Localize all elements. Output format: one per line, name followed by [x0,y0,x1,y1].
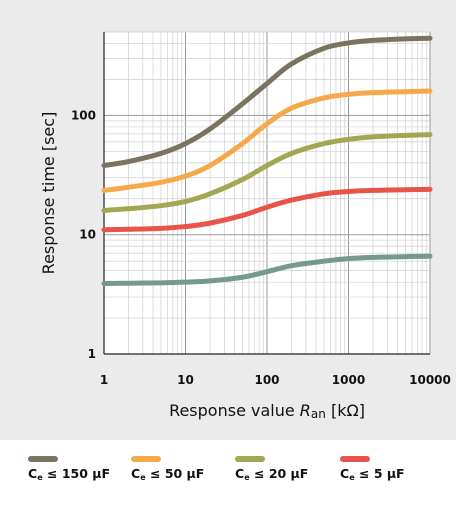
tick-labels: 1 10 100 1000 10000 1 10 100 [71,108,451,387]
x-tick-label: 10000 [409,373,451,387]
legend-swatch [340,456,370,462]
y-tick-label: 10 [79,228,96,242]
x-tick-label: 1000 [332,373,365,387]
y-axis-title: Response time [sec] [39,112,58,275]
grid [103,31,431,355]
x-axis-title-unit: [kΩ] [326,401,365,420]
x-axis-title-var: R [300,401,311,420]
legend-label: Ce ≤ 150 µF [28,466,110,482]
series-line-5 [101,253,433,286]
legend-swatch [28,456,58,462]
legend-var: C [340,466,350,481]
x-tick-label: 1 [100,373,108,387]
legend-swatch [131,456,161,462]
legend-label: Ce ≤ 20 µF [235,466,308,482]
legend-swatch [235,456,265,462]
legend-sub: e [140,473,146,482]
response-time-chart: 1 10 100 1000 10000 1 10 100 Response value Ran… [39,31,451,421]
legend-var: C [131,466,141,481]
x-tick-label: 100 [254,373,279,387]
legend-rel: ≤ [42,466,62,481]
legend-sub: e [244,473,250,482]
legend-label: Ce ≤ 50 µF [131,466,204,482]
legend-sub: e [37,473,43,482]
legend-sub: e [349,473,355,482]
legend: Ce ≤ 150 µF Ce ≤ 50 µF Ce ≤ 20 µF Ce ≤ 5… [0,448,456,511]
chart-panel: 1 10 100 1000 10000 1 10 100 Response value Ran… [0,0,456,440]
y-tick-label: 1 [88,347,96,361]
legend-rel: ≤ [249,466,269,481]
series-line-1 [101,35,433,169]
series-lines [101,35,433,286]
y-tick-label: 100 [71,108,96,122]
legend-value: 50 µF [164,466,205,481]
legend-value: 20 µF [268,466,309,481]
x-tick-label: 10 [177,373,194,387]
legend-var: C [235,466,245,481]
x-axis-title-sub: an [311,407,326,421]
series-line-3 [101,132,433,213]
legend-value: 150 µF [61,466,110,481]
series-line-2 [101,88,433,193]
legend-rel: ≤ [145,466,165,481]
series-line-4 [101,186,433,233]
x-axis-title: Response value Ran [kΩ] [169,401,365,421]
legend-label: Ce ≤ 5 µF [340,466,405,482]
legend-var: C [28,466,38,481]
legend-value: 5 µF [373,466,405,481]
legend-rel: ≤ [354,466,374,481]
x-axis-title-prefix: Response value [169,401,300,420]
